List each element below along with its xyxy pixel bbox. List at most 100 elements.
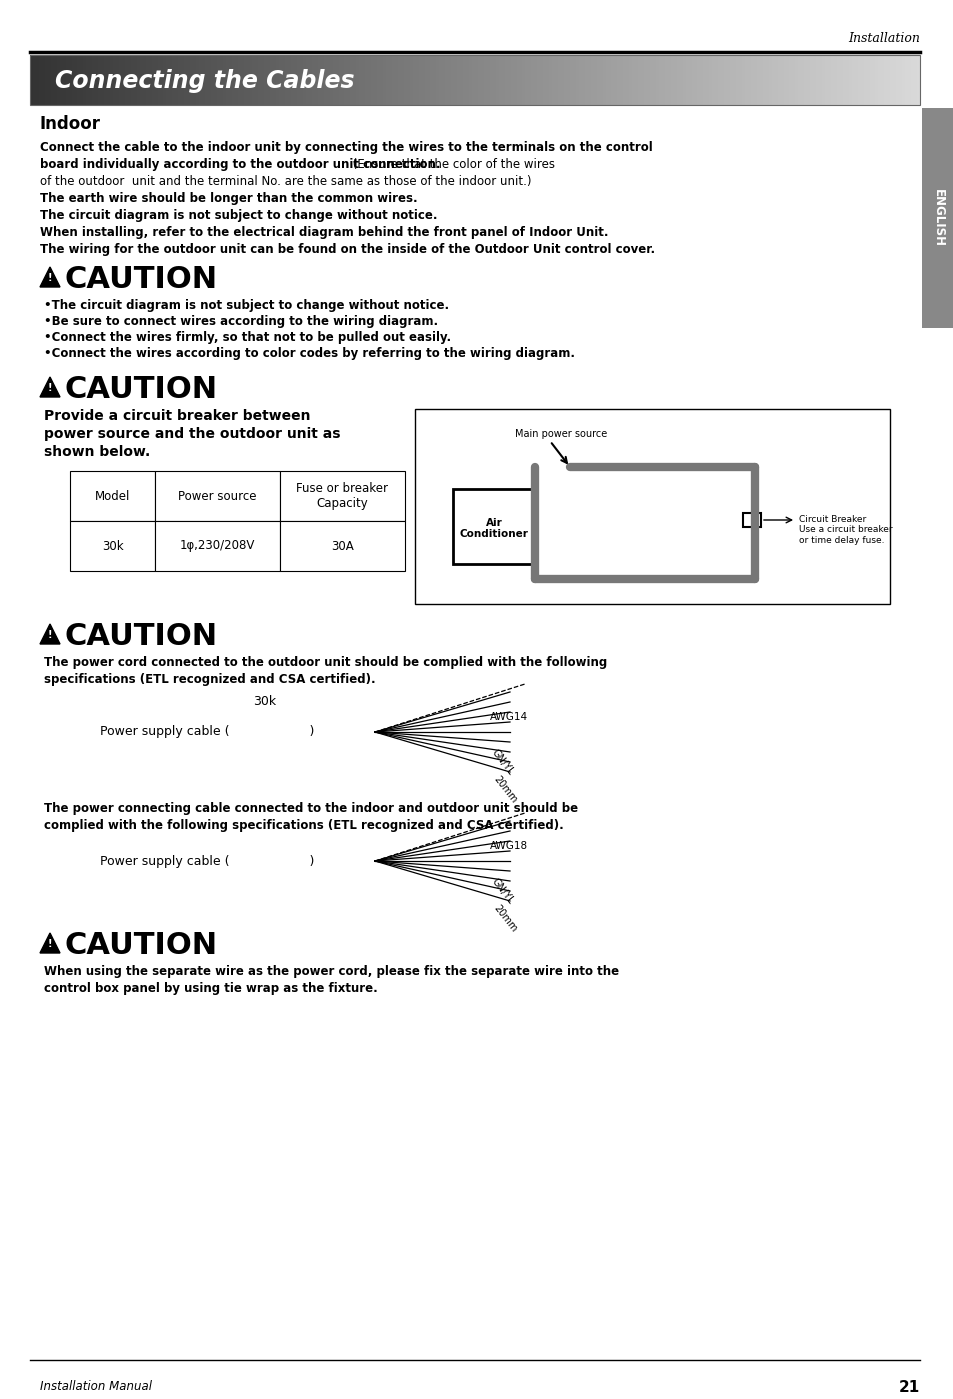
- Bar: [756, 55, 760, 105]
- Bar: [768, 55, 772, 105]
- Bar: [243, 55, 248, 105]
- Bar: [688, 55, 692, 105]
- Bar: [590, 55, 594, 105]
- Bar: [317, 55, 321, 105]
- Bar: [661, 55, 665, 105]
- Bar: [389, 55, 393, 105]
- Bar: [353, 55, 357, 105]
- Bar: [821, 55, 825, 105]
- Bar: [659, 55, 662, 105]
- Bar: [907, 55, 911, 105]
- Text: •The circuit diagram is not subject to change without notice.: •The circuit diagram is not subject to c…: [44, 299, 449, 312]
- Bar: [98, 55, 102, 105]
- Bar: [170, 55, 173, 105]
- Bar: [819, 55, 822, 105]
- Bar: [753, 55, 757, 105]
- Bar: [344, 55, 348, 105]
- Bar: [827, 55, 831, 105]
- Bar: [712, 55, 716, 105]
- Bar: [83, 55, 88, 105]
- Bar: [715, 55, 719, 105]
- Bar: [415, 409, 889, 604]
- Text: The earth wire should be longer than the common wires.: The earth wire should be longer than the…: [40, 192, 417, 206]
- Bar: [798, 55, 801, 105]
- Bar: [87, 55, 91, 105]
- Polygon shape: [40, 376, 60, 397]
- Bar: [560, 55, 564, 105]
- Text: The circuit diagram is not subject to change without notice.: The circuit diagram is not subject to ch…: [40, 208, 437, 222]
- Bar: [280, 520, 405, 571]
- Bar: [101, 55, 105, 105]
- Bar: [622, 55, 627, 105]
- Bar: [125, 55, 129, 105]
- Bar: [795, 55, 799, 105]
- Text: GN/YL: GN/YL: [490, 876, 516, 905]
- Bar: [809, 55, 813, 105]
- Bar: [294, 55, 297, 105]
- Bar: [625, 55, 630, 105]
- Bar: [314, 55, 318, 105]
- Bar: [374, 55, 377, 105]
- Bar: [546, 55, 550, 105]
- Bar: [744, 55, 748, 105]
- Bar: [566, 55, 570, 105]
- Bar: [563, 55, 567, 105]
- Bar: [392, 55, 395, 105]
- Bar: [234, 55, 238, 105]
- Bar: [213, 55, 217, 105]
- Bar: [507, 55, 511, 105]
- Polygon shape: [40, 624, 60, 644]
- Bar: [643, 55, 647, 105]
- Bar: [765, 55, 769, 105]
- Bar: [205, 55, 209, 105]
- Bar: [593, 55, 597, 105]
- Text: Provide a circuit breaker between: Provide a circuit breaker between: [44, 409, 310, 422]
- Bar: [403, 55, 407, 105]
- Bar: [519, 55, 523, 105]
- Bar: [649, 55, 654, 105]
- Bar: [39, 55, 43, 105]
- Bar: [857, 55, 861, 105]
- Bar: [720, 55, 724, 105]
- Bar: [128, 55, 132, 105]
- Bar: [685, 55, 689, 105]
- Bar: [107, 55, 111, 105]
- Bar: [90, 55, 93, 105]
- Bar: [848, 55, 852, 105]
- Text: Power source: Power source: [178, 490, 256, 502]
- Bar: [131, 55, 134, 105]
- Bar: [483, 55, 487, 105]
- Bar: [216, 55, 221, 105]
- Bar: [406, 55, 411, 105]
- Bar: [264, 55, 268, 105]
- Bar: [223, 55, 227, 105]
- Bar: [679, 55, 683, 105]
- Text: Installation Manual: Installation Manual: [40, 1379, 152, 1393]
- Bar: [854, 55, 858, 105]
- Bar: [762, 55, 766, 105]
- Bar: [759, 55, 763, 105]
- Bar: [569, 55, 574, 105]
- Text: •Connect the wires according to color codes by referring to the wiring diagram.: •Connect the wires according to color co…: [44, 347, 575, 360]
- Bar: [30, 55, 34, 105]
- Text: board individually according to the outdoor unit connection.: board individually according to the outd…: [40, 158, 440, 171]
- Bar: [845, 55, 849, 105]
- Bar: [359, 55, 363, 105]
- Bar: [63, 55, 67, 105]
- Bar: [466, 55, 470, 105]
- Text: CAUTION: CAUTION: [64, 375, 217, 404]
- Bar: [842, 55, 846, 105]
- Bar: [309, 55, 313, 105]
- Bar: [113, 55, 117, 105]
- Bar: [273, 55, 277, 105]
- Bar: [60, 55, 64, 105]
- Text: When installing, refer to the electrical diagram behind the front panel of Indoo: When installing, refer to the electrical…: [40, 227, 608, 239]
- Bar: [516, 55, 520, 105]
- Bar: [542, 55, 547, 105]
- Bar: [291, 55, 294, 105]
- Bar: [427, 55, 431, 105]
- Bar: [459, 55, 464, 105]
- Bar: [785, 55, 790, 105]
- Text: complied with the following specifications (ETL recognized and CSA certified).: complied with the following specificatio…: [44, 818, 563, 832]
- Bar: [306, 55, 310, 105]
